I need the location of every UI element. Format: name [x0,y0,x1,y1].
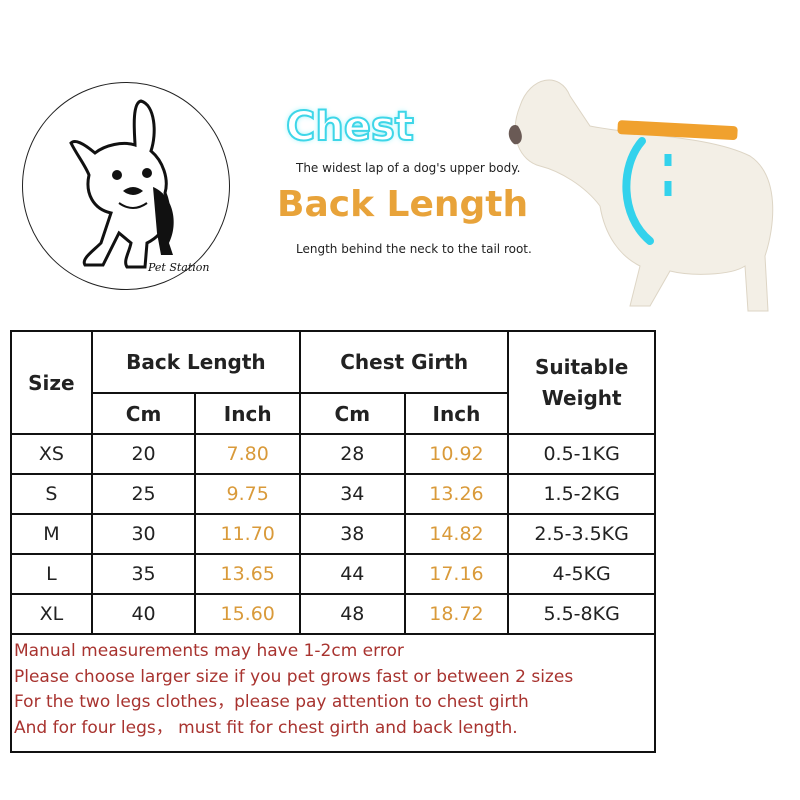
cell-chest-in: 10.92 [403,433,510,475]
table-row: XS 20 7.80 28 10.92 0.5-1KG [10,433,656,475]
table-row: XL 40 15.60 48 18.72 5.5-8KG [10,593,656,635]
dog-measurement-image [508,79,774,312]
cell-chest-cm: 48 [299,593,406,635]
pet-station-logo: Pet Station [22,82,230,290]
header-chest-girth: Chest Girth [299,330,510,394]
cell-size: S [10,473,93,515]
cell-chest-in: 14.82 [403,513,510,555]
cell-back-cm: 20 [90,433,197,475]
cell-back-in: 15.60 [194,593,302,635]
size-chart-table: Size Back Length Chest Girth Suitable We… [10,330,656,753]
back-length-title: Back Length [277,184,529,225]
cell-size: XS [10,433,93,475]
cell-back-in: 11.70 [194,513,302,555]
cell-size: M [10,513,93,555]
chest-marker [622,137,654,245]
header-chest-cm: Cm [299,392,406,435]
back-length-marker [617,120,738,141]
bulldog-logo-icon [69,99,174,269]
cell-chest-in: 18.72 [403,593,510,635]
cell-weight: 0.5-1KG [507,433,656,475]
cell-back-cm: 25 [90,473,197,515]
cell-size: XL [10,593,93,635]
table-row: L 35 13.65 44 17.16 4-5KG [10,553,656,595]
cell-weight: 4-5KG [507,553,656,595]
note: And for four legs， must fit for chest gi… [14,717,518,738]
cell-chest-cm: 28 [299,433,406,475]
cell-chest-cm: 34 [299,473,406,515]
logo-text: Pet Station [148,261,210,274]
cell-back-in: 7.80 [194,433,302,475]
header-back-cm: Cm [90,392,197,435]
chest-description: The widest lap of a dog's upper body. [296,161,521,175]
header-back-inch: Inch [194,392,302,435]
header-chest-inch: Inch [403,392,510,435]
cell-back-cm: 30 [90,513,197,555]
chest-title: Chest [285,103,415,151]
header-size: Size [10,330,93,435]
table-row: M 30 11.70 38 14.82 2.5-3.5KG [10,513,656,555]
note: Please choose larger size if you pet gro… [14,666,574,687]
cell-weight: 5.5-8KG [507,593,656,635]
back-length-description: Length behind the neck to the tail root. [296,242,532,256]
cell-chest-cm: 38 [299,513,406,555]
cell-chest-in: 17.16 [403,553,510,595]
cell-back-in: 9.75 [194,473,302,515]
note: For the two legs clothes，please pay atte… [14,692,529,712]
header-back-length: Back Length [90,330,302,394]
cell-back-in: 13.65 [194,553,302,595]
cell-chest-cm: 44 [299,553,406,595]
notes: Manual measurements may have 1-2cm error… [10,633,656,753]
header-weight: Suitable Weight [507,330,656,435]
cell-size: L [10,553,93,595]
table-row: S 25 9.75 34 13.26 1.5-2KG [10,473,656,515]
cell-weight: 1.5-2KG [507,473,656,515]
cell-back-cm: 40 [90,593,197,635]
cell-weight: 2.5-3.5KG [507,513,656,555]
note: Manual measurements may have 1-2cm error [14,641,404,661]
cell-back-cm: 35 [90,553,197,595]
cell-chest-in: 13.26 [403,473,510,515]
